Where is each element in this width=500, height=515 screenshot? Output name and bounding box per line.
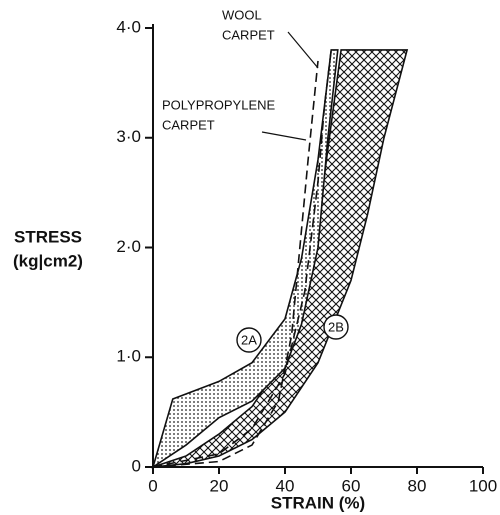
y-tick-label: 1·0 — [116, 347, 141, 366]
y-axis-label: STRESS — [14, 227, 82, 246]
x-tick-label: 20 — [210, 476, 229, 495]
leader-line — [287, 31, 319, 69]
carpet-line — [152, 49, 332, 468]
line-annotation: WOOL — [222, 7, 262, 22]
y-tick-label: 3·0 — [116, 127, 141, 146]
line-annotation: CARPET — [162, 117, 215, 132]
band-label-circle — [236, 327, 262, 353]
x-tick-label: 40 — [276, 476, 295, 495]
carpet-line — [152, 60, 319, 468]
y-tick-label: 4·0 — [116, 17, 141, 36]
band-label: 2A — [241, 332, 257, 347]
x-tick-label: 100 — [469, 476, 497, 495]
x-tick-label: 60 — [342, 476, 361, 495]
band-area — [151, 49, 339, 469]
y-tick-label: 0 — [132, 456, 141, 475]
line-annotation: POLYPROPYLENE — [162, 97, 276, 112]
band-label: 2B — [328, 319, 344, 334]
x-tick-label: 80 — [408, 476, 427, 495]
leader-line — [261, 131, 307, 141]
line-annotation: CARPET — [222, 27, 275, 42]
x-axis-label: STRAIN (%) — [271, 493, 365, 512]
x-tick-label: 0 — [148, 476, 157, 495]
y-tick-label: 2·0 — [116, 237, 141, 256]
y-axis-label: (kg|cm2) — [13, 251, 83, 270]
band-label-circle — [323, 314, 349, 340]
band-area — [152, 49, 409, 468]
